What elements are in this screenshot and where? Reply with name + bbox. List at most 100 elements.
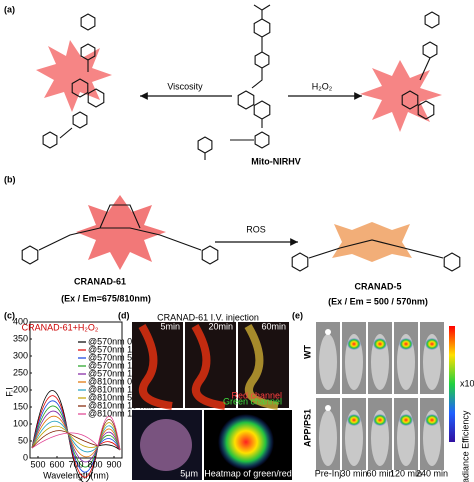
- signal: [373, 414, 387, 426]
- ring: [87, 88, 105, 108]
- channel-label: Red channel: [231, 390, 282, 400]
- arrow-label: H₂O₂: [312, 81, 333, 91]
- excitation-label: (Ex / Em=675/810nm): [61, 293, 151, 303]
- ring: [72, 111, 88, 129]
- compound-name: CRANAD-61: [74, 276, 126, 286]
- ring: [424, 11, 440, 29]
- ring: [80, 13, 96, 31]
- colorbar-label: Radiance Efficiency: [460, 410, 470, 482]
- y-tick-label: 100: [13, 418, 28, 428]
- heatmap-label: Heatmap of green/red: [204, 468, 292, 478]
- panel-label: (c): [4, 310, 15, 320]
- panel-label: (e): [292, 310, 303, 320]
- signal: [325, 329, 331, 335]
- mouse-body: [319, 334, 337, 390]
- legend-label: @570nm 10 min: [88, 360, 154, 370]
- legend-label: @570nm 0 min: [88, 336, 149, 346]
- y-axis-label: F.I: [4, 387, 14, 397]
- ring: [201, 245, 219, 265]
- fluorescence-burst: [76, 195, 166, 270]
- y-tick-label: 50: [18, 435, 28, 445]
- legend-label: @570nm 5 min: [88, 352, 149, 362]
- x-tick-label: 800: [87, 459, 102, 469]
- spectrum-curve: [31, 400, 121, 473]
- cell-image: [140, 419, 192, 471]
- y-tick-label: 400: [13, 316, 28, 326]
- ring: [443, 252, 461, 272]
- spectrum-curve: [31, 415, 121, 458]
- signal: [425, 338, 439, 350]
- signal: [347, 338, 361, 350]
- vessel: [191, 323, 226, 410]
- ring: [253, 100, 271, 120]
- ring: [253, 18, 271, 38]
- arrow-label: ROS: [246, 224, 266, 234]
- colorbar: [449, 326, 455, 442]
- time-label: 5min: [160, 321, 180, 331]
- compound-name: CRANAD-5: [355, 281, 402, 291]
- spectrum-curve: [31, 405, 121, 468]
- column-label: Pre-Inj: [315, 468, 342, 478]
- spectrum-curve: [31, 419, 121, 451]
- time-label: 20min: [208, 321, 233, 331]
- compound-name: Mito-NIRHV: [251, 156, 301, 166]
- mouse-body: [319, 410, 337, 466]
- panel-label: (b): [4, 174, 16, 184]
- fluorescence-burst: [332, 222, 412, 262]
- spectrum-curve: [31, 410, 121, 463]
- panel-title: CRANAD-61 I.V. injection: [157, 312, 259, 322]
- y-tick-label: 250: [13, 367, 28, 377]
- signal: [325, 405, 331, 411]
- row-label: WT: [302, 345, 312, 359]
- micrograph: [132, 322, 183, 408]
- bond: [251, 68, 263, 89]
- channel-label: Green channel: [223, 396, 282, 406]
- spectrum-curve: [31, 415, 121, 451]
- fluorescence-burst: [360, 60, 442, 132]
- bond: [99, 204, 141, 229]
- bond: [419, 57, 431, 81]
- annotation: CRANAD-61+H₂O₂: [22, 322, 99, 332]
- bond: [59, 127, 73, 139]
- legend-label: @810nm 5 min: [88, 392, 149, 402]
- column-label: 240 min: [416, 468, 448, 478]
- spectrum-curve: [31, 422, 121, 451]
- legend-label: @810nm 0 min: [88, 376, 149, 386]
- signal: [399, 414, 413, 426]
- ring: [291, 252, 309, 272]
- column-label: 120 min: [390, 468, 422, 478]
- x-axis-label: Wavelength(nm): [43, 470, 109, 480]
- column-label: 60 min: [366, 468, 393, 478]
- legend-label: @810nm 1 min: [88, 384, 149, 394]
- signal: [347, 414, 361, 426]
- y-tick-label: 150: [13, 401, 28, 411]
- vessel: [138, 323, 173, 410]
- scale-label: 5μm: [180, 468, 198, 478]
- legend-label: @810nm 15 min: [88, 408, 154, 418]
- x-tick-label: 700: [68, 459, 83, 469]
- ring: [197, 136, 213, 154]
- spectrum-curve: [31, 420, 121, 453]
- signal: [373, 338, 387, 350]
- y-tick-label: 350: [13, 333, 28, 343]
- ring: [237, 90, 255, 110]
- excitation-label: (Ex / Em = 500 / 570nm): [328, 296, 428, 306]
- micrograph: [185, 322, 236, 408]
- arrow-label: Viscosity: [167, 81, 203, 91]
- plot: @570nm 0 min@570nm 1 min@570nm 5 min@570…: [31, 336, 154, 482]
- spectrum-curve: [31, 390, 121, 482]
- ring: [42, 131, 58, 149]
- legend-label: @570nm 1 min: [88, 344, 149, 354]
- ring: [254, 51, 270, 69]
- ring: [254, 131, 270, 149]
- time-label: 60min: [261, 321, 286, 331]
- ring: [401, 90, 419, 110]
- bond: [253, 4, 263, 19]
- vessel: [244, 323, 279, 410]
- signal: [399, 338, 413, 350]
- ring: [71, 78, 89, 98]
- y-tick-label: 0: [23, 452, 28, 462]
